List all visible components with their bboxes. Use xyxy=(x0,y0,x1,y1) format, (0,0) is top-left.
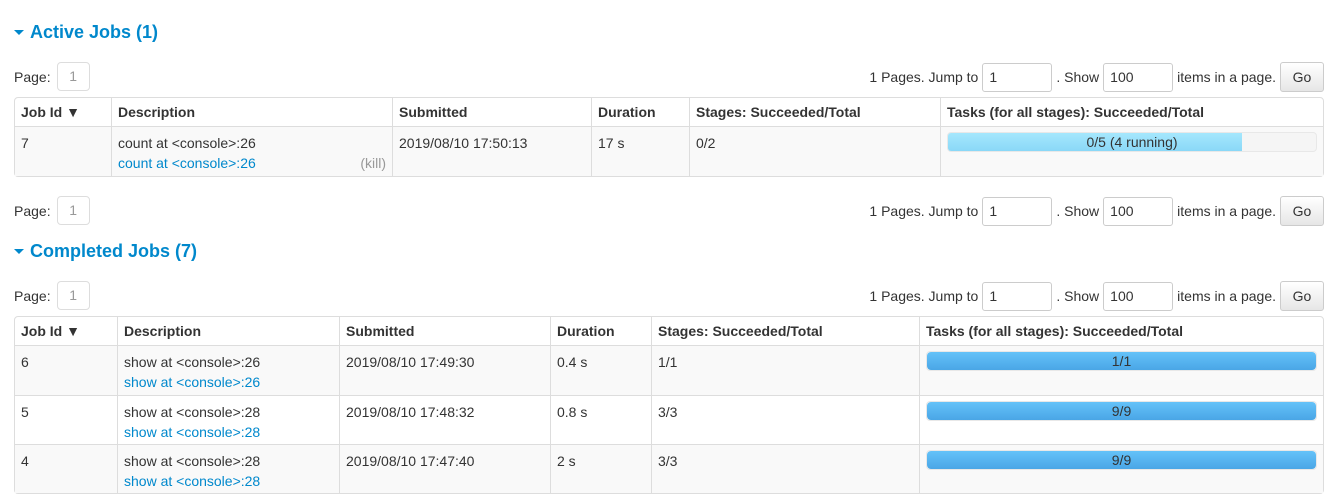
stages-count: 3/3 xyxy=(651,444,919,493)
stages-count: 0/2 xyxy=(689,127,940,176)
go-button[interactable]: Go xyxy=(1280,281,1324,311)
job-description: show at <console>:28 show at <console>:28 xyxy=(117,444,339,493)
pages-text: 1 Pages. Jump to xyxy=(869,203,979,219)
tasks-cell: 1/1 xyxy=(919,346,1323,395)
tasks-progress-bar: 1/1 xyxy=(926,351,1317,371)
job-description: count at <console>:26 count at <console>:… xyxy=(111,127,392,176)
column-header[interactable]: Job Id ▼ xyxy=(15,317,117,346)
page-label: Page: xyxy=(14,287,51,304)
submitted-time: 2019/08/10 17:49:30 xyxy=(339,346,550,395)
completed-jobs-table: Job Id ▼ Description Submitted Duration Stag… xyxy=(14,316,1324,494)
job-detail-link[interactable]: count at <console>:26 xyxy=(118,155,256,171)
page-1-link[interactable]: 1 xyxy=(56,281,90,310)
page-selector: Page: 1 xyxy=(14,281,90,310)
page-size-input[interactable] xyxy=(1103,62,1174,92)
stages-count: 3/3 xyxy=(651,395,919,444)
submitted-time: 2019/08/10 17:47:40 xyxy=(339,444,550,493)
tasks-progress-bar: 0/5 (4 running) xyxy=(947,132,1317,152)
column-header: Stages: Succeeded/Total xyxy=(651,317,919,346)
items-text: items in a page. xyxy=(1177,288,1276,304)
job-row: 7 count at <console>:26 count at <console>… xyxy=(15,127,1323,176)
pages-text: 1 Pages. Jump to xyxy=(869,288,979,304)
items-text: items in a page. xyxy=(1177,203,1276,219)
job-id: 4 xyxy=(15,444,117,493)
progress-succeeded xyxy=(927,402,1316,420)
column-header: Tasks (for all stages): Succeeded/Total xyxy=(919,317,1323,346)
items-text: items in a page. xyxy=(1177,69,1276,85)
page-size-input[interactable] xyxy=(1103,196,1174,226)
section-title: Completed Jobs (7) xyxy=(30,241,198,261)
jump-to-page-input[interactable] xyxy=(982,62,1053,92)
page-1-link[interactable]: 1 xyxy=(56,196,90,225)
job-detail-link[interactable]: show at <console>:28 xyxy=(124,424,261,440)
tasks-progress-bar: 9/9 xyxy=(926,401,1317,421)
column-header: Description xyxy=(117,317,339,346)
duration: 0.4 s xyxy=(550,346,651,395)
go-button[interactable]: Go xyxy=(1280,62,1324,92)
progress-succeeded xyxy=(927,451,1316,469)
kill-link[interactable]: (kill) xyxy=(360,155,386,171)
show-text: . Show xyxy=(1056,203,1100,219)
jump-to-page-input[interactable] xyxy=(982,281,1053,311)
column-header: Stages: Succeeded/Total xyxy=(689,98,940,127)
progress-label: 9/9 xyxy=(1111,452,1132,468)
stages-count: 1/1 xyxy=(651,346,919,395)
column-header: Submitted xyxy=(392,98,591,127)
submitted-time: 2019/08/10 17:50:13 xyxy=(392,127,591,176)
description-text: show at <console>:26 xyxy=(124,354,261,370)
active-jobs-table: Job Id ▼ Description Submitted Duration Stag… xyxy=(14,97,1324,177)
page-1-link[interactable]: 1 xyxy=(56,62,90,91)
show-text: . Show xyxy=(1056,288,1100,304)
tasks-cell: 9/9 xyxy=(919,444,1323,493)
progress-label: 0/5 (4 running) xyxy=(1086,134,1178,150)
column-header: Duration xyxy=(550,317,651,346)
pagination-form: 1 Pages. Jump to . Show items in a page.Go xyxy=(869,281,1324,311)
column-header: Tasks (for all stages): Succeeded/Total xyxy=(940,98,1323,127)
description-text: count at <console>:26 xyxy=(118,135,256,151)
tasks-progress-bar: 9/9 xyxy=(926,450,1317,470)
job-detail-link[interactable]: show at <console>:28 xyxy=(124,473,261,489)
job-row: 6 show at <console>:26 show at <console>:2… xyxy=(15,346,1323,395)
pagination-form: 1 Pages. Jump to . Show items in a page.Go xyxy=(869,62,1324,92)
tasks-cell: 9/9 xyxy=(919,395,1323,444)
column-header: Description xyxy=(111,98,392,127)
progress-label: 9/9 xyxy=(1111,403,1132,419)
submitted-time: 2019/08/10 17:48:32 xyxy=(339,395,550,444)
job-id: 7 xyxy=(15,127,111,176)
caret-down-icon xyxy=(14,30,24,35)
job-id: 6 xyxy=(15,346,117,395)
completed-jobs-toggle[interactable]: Completed Jobs (7) xyxy=(14,241,197,262)
progress-running xyxy=(948,133,1243,151)
page-selector: Page: 1 xyxy=(14,62,90,91)
progress-succeeded xyxy=(927,352,1316,370)
job-row: 4 show at <console>:28 show at <console>:2… xyxy=(15,444,1323,493)
description-text: show at <console>:28 xyxy=(124,404,261,420)
show-text: . Show xyxy=(1056,69,1100,85)
job-description: show at <console>:26 show at <console>:26 xyxy=(117,346,339,395)
column-header: Duration xyxy=(591,98,689,127)
column-header: Submitted xyxy=(339,317,550,346)
job-id: 5 xyxy=(15,395,117,444)
jump-to-page-input[interactable] xyxy=(982,196,1053,226)
duration: 2 s xyxy=(550,444,651,493)
section-title: Active Jobs (1) xyxy=(30,22,159,42)
tasks-cell: 0/5 (4 running) xyxy=(940,127,1323,176)
pages-text: 1 Pages. Jump to xyxy=(869,69,979,85)
column-header[interactable]: Job Id ▼ xyxy=(15,98,111,127)
page-selector: Page: 1 xyxy=(14,196,90,225)
active-jobs-toggle[interactable]: Active Jobs (1) xyxy=(14,22,158,43)
progress-label: 1/1 xyxy=(1111,353,1132,369)
job-description: show at <console>:28 show at <console>:28 xyxy=(117,395,339,444)
pagination-form: 1 Pages. Jump to . Show items in a page.Go xyxy=(869,196,1324,226)
description-text: show at <console>:28 xyxy=(124,453,261,469)
go-button[interactable]: Go xyxy=(1280,196,1324,226)
page-label: Page: xyxy=(14,202,51,219)
page-label: Page: xyxy=(14,68,51,85)
page-size-input[interactable] xyxy=(1103,281,1174,311)
job-row: 5 show at <console>:28 show at <console>:2… xyxy=(15,395,1323,444)
duration: 17 s xyxy=(591,127,689,176)
duration: 0.8 s xyxy=(550,395,651,444)
caret-down-icon xyxy=(14,249,24,254)
job-detail-link[interactable]: show at <console>:26 xyxy=(124,374,261,390)
